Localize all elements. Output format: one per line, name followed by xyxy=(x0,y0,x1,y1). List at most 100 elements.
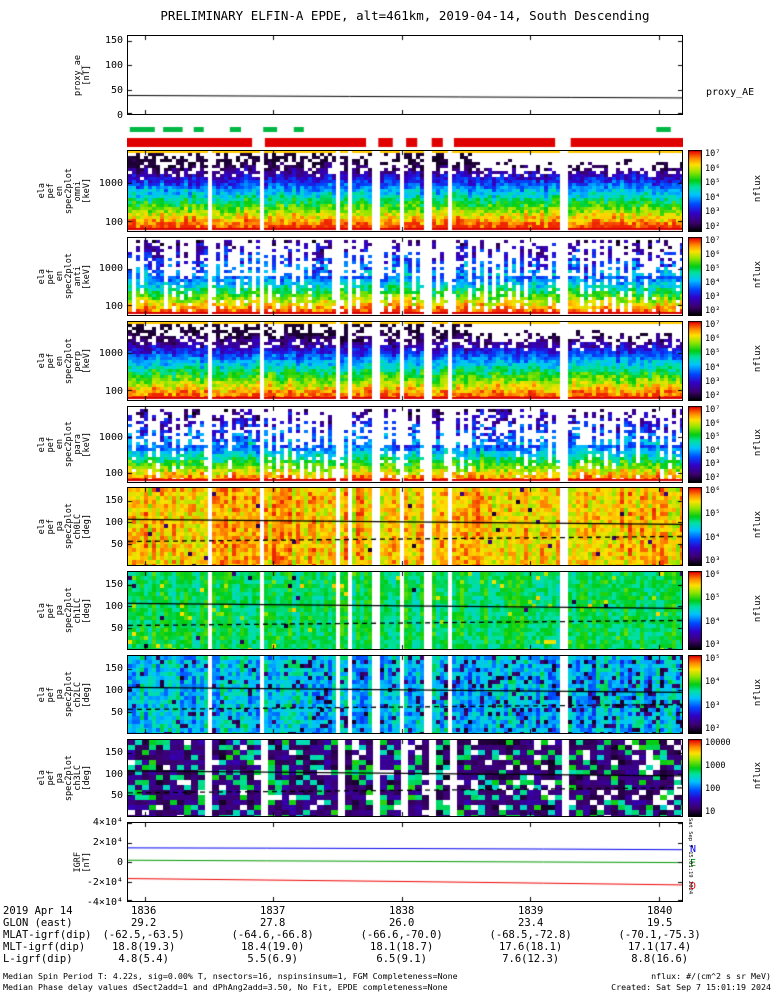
footer-phase-delay-line: Median Phase delay values dSect2add=1 an… xyxy=(3,981,448,992)
panel-proxy xyxy=(127,35,683,115)
annotation-value: 5.5(6.9) xyxy=(247,953,298,965)
colorbar-tick: 10³ xyxy=(705,292,721,302)
annotation-value: 7.6(12.3) xyxy=(502,953,560,965)
time-tick-label: 1838 xyxy=(389,905,415,917)
ytick-label: -4×10⁴ xyxy=(86,897,123,908)
igrf-plot-canvas xyxy=(128,823,682,901)
colorbar-ch1 xyxy=(688,571,702,650)
igrf-component-label-E: E xyxy=(690,857,697,869)
colorbar-tick: 10³ xyxy=(705,376,721,387)
time-tick-label: 1840 xyxy=(646,905,673,917)
colorbar-tick: 10² xyxy=(705,473,721,483)
igrf-component-label-D: D xyxy=(690,880,697,892)
colorbar-tick: 10⁵ xyxy=(705,432,721,443)
colorbar-tick: 10 xyxy=(705,807,716,817)
colorbar-tick: 10⁵ xyxy=(705,348,721,359)
ytick-label: 50 xyxy=(110,85,123,96)
annotation-value: 17.1(17.4) xyxy=(628,941,692,953)
ytick-label: 50 xyxy=(110,623,123,635)
ytick-label: 0 xyxy=(116,110,123,121)
ytick-label: 100 xyxy=(104,685,123,697)
proxy-plot-canvas xyxy=(128,36,682,114)
colorbar-tick: 10⁵ xyxy=(705,178,721,189)
colorbar-tick: 10⁵ xyxy=(705,654,721,664)
annotation-value: 26.0 xyxy=(389,917,415,929)
colorbar-tick: 10000 xyxy=(705,738,731,748)
colorbar-tick: 10³ xyxy=(705,700,721,711)
annotation-value: 18.4(19.0) xyxy=(241,941,305,953)
side-timestamp: Sat Sep 7 15:01:19 2024 xyxy=(687,818,693,895)
annotation-row-label: GLON (east) xyxy=(3,917,73,929)
time-tick-label: 1839 xyxy=(517,905,544,917)
omni-plot-canvas xyxy=(128,151,682,231)
ytick-label: 100 xyxy=(104,768,123,780)
ytick-label: 100 xyxy=(104,601,123,613)
colorbar-tick: 10³ xyxy=(705,640,721,650)
annotation-value: 4.8(5.4) xyxy=(118,953,169,965)
colorbar-tick: 10⁶ xyxy=(705,570,721,580)
time-tick-label: 1837 xyxy=(260,905,286,917)
annotation-value: 18.1(18.7) xyxy=(370,941,434,953)
colorbar-ch2 xyxy=(688,655,702,734)
annotation-value: (-68.5,-72.8) xyxy=(489,929,572,941)
ytick-label: 150 xyxy=(104,579,123,591)
ytick-label: 100 xyxy=(104,386,123,398)
colorbar-tick: 10⁷ xyxy=(705,320,721,330)
colorbar-tick: 10² xyxy=(705,306,721,316)
ytick-label: 50 xyxy=(110,790,123,802)
date-label: 2019 Apr 14 xyxy=(3,905,73,917)
ch3-plot-canvas xyxy=(128,740,682,816)
quality-flag-bars xyxy=(127,126,683,148)
annotation-row-label: MLAT-igrf(dip) xyxy=(3,929,92,941)
ch0-plot-canvas xyxy=(128,488,682,565)
annotation-value: (-62.5,-63.5) xyxy=(102,929,185,941)
colorbar-tick: 10⁵ xyxy=(705,264,721,274)
colorbar-tick: 10⁴ xyxy=(705,278,721,288)
colorbar-anti xyxy=(688,237,702,316)
ytick-label: 100 xyxy=(104,301,123,313)
anti-plot-canvas xyxy=(128,238,682,315)
ytick-label: 50 xyxy=(110,539,123,551)
panel-omni xyxy=(127,150,683,232)
colorbar-tick: 10⁴ xyxy=(705,532,721,543)
ytick-label: 150 xyxy=(104,663,123,675)
colorbar-tick: 10⁴ xyxy=(705,445,721,456)
ytick-label: 150 xyxy=(104,495,123,507)
colorbar-tick: 10⁶ xyxy=(705,418,721,429)
panel-igrf xyxy=(127,822,683,902)
plot-title: PRELIMINARY ELFIN-A EPDE, alt=461km, 201… xyxy=(160,8,650,23)
panel-anti xyxy=(127,237,683,316)
colorbar-tick: 10⁴ xyxy=(705,616,721,627)
colorbar-tick: 10⁷ xyxy=(705,405,721,415)
panel-ch0 xyxy=(127,487,683,566)
colorbar-tick: 10⁷ xyxy=(705,236,721,246)
colorbar-tick: 10⁴ xyxy=(705,192,721,203)
colorbar-tick: 10² xyxy=(705,724,721,734)
colorbar-tick: 10⁵ xyxy=(705,509,721,520)
colorbar-ch0 xyxy=(688,487,702,566)
ytick-label: 1000 xyxy=(98,177,123,189)
ytick-label: 4×10⁴ xyxy=(92,817,123,828)
footer-units-line: nflux: #/(cm^2 s sr MeV) xyxy=(651,971,771,981)
igrf-component-label-N: N xyxy=(690,844,697,856)
annotation-value: 19.5 xyxy=(646,917,673,929)
proxy-ae-line-label: proxy_AE xyxy=(706,87,755,98)
time-tick-label: 1836 xyxy=(131,905,157,917)
ytick-label: -2×10⁴ xyxy=(86,877,123,888)
annotation-value: (-66.6,-70.0) xyxy=(360,929,443,941)
ytick-label: 100 xyxy=(104,468,123,480)
ch2-plot-canvas xyxy=(128,656,682,733)
ytick-label: 0 xyxy=(116,857,123,868)
annotation-value: 17.6(18.1) xyxy=(499,941,563,953)
footer-left: Median Spin Period T: 4.22s, sig=0.00% T… xyxy=(3,971,458,992)
annotation-row-label: L-igrf(dip) xyxy=(3,953,73,965)
colorbar-ch3 xyxy=(688,739,702,817)
panel-ch1 xyxy=(127,571,683,650)
annotation-value: 8.8(16.6) xyxy=(631,953,689,965)
ytick-label: 1000 xyxy=(98,347,123,359)
annotation-value: 29.2 xyxy=(131,917,157,929)
annotation-value: 27.8 xyxy=(260,917,286,929)
ytick-label: 100 xyxy=(104,216,123,228)
ytick-label: 150 xyxy=(104,747,123,758)
